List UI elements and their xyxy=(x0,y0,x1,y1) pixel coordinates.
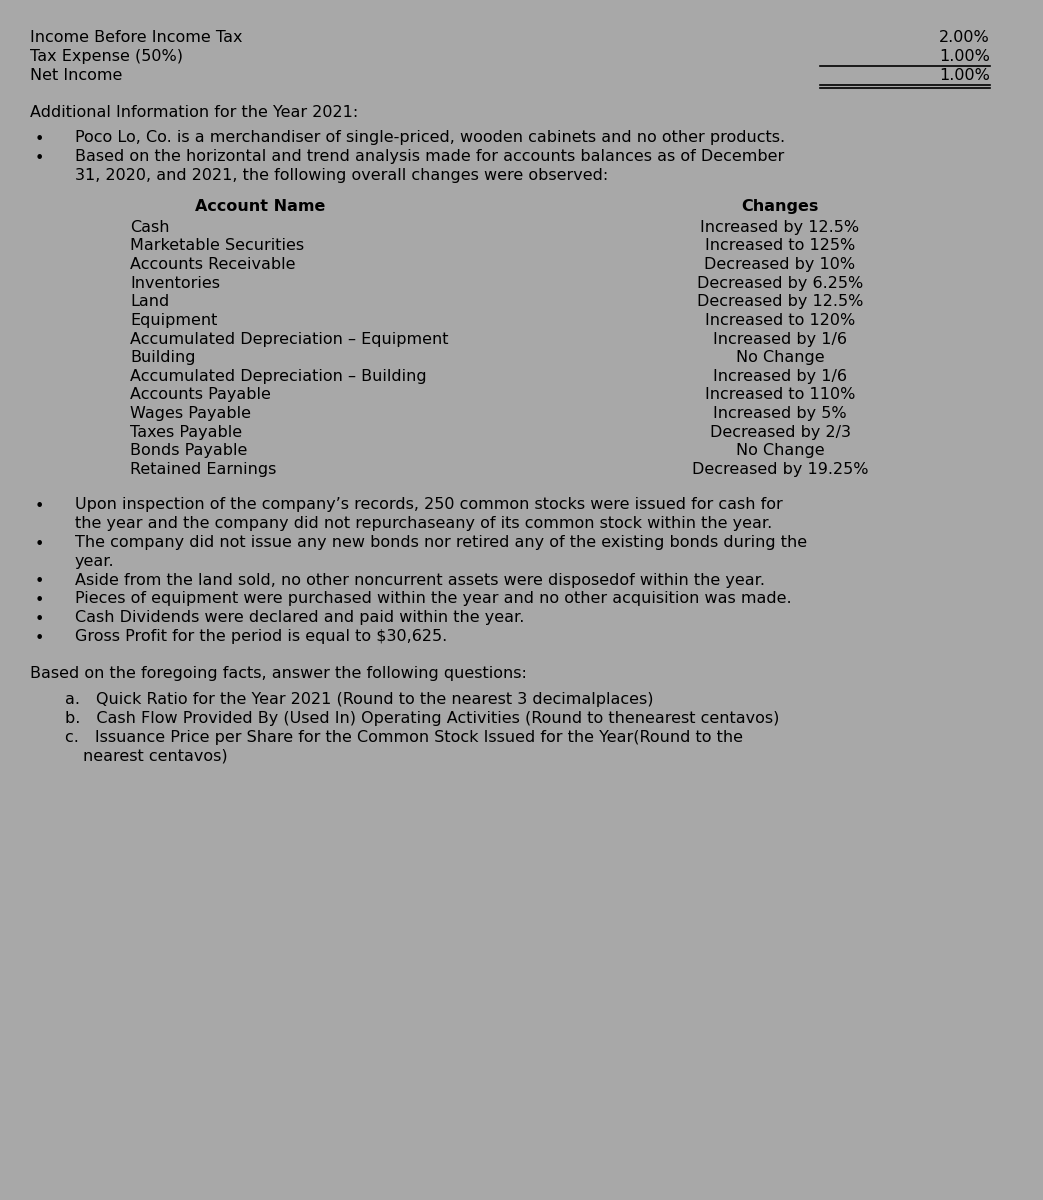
Text: Building: Building xyxy=(130,350,195,365)
Text: Decreased by 12.5%: Decreased by 12.5% xyxy=(697,294,864,310)
Text: Upon inspection of the company’s records, 250 common stocks were issued for cash: Upon inspection of the company’s records… xyxy=(75,497,782,511)
Text: 1.00%: 1.00% xyxy=(939,68,990,83)
Text: Increased to 120%: Increased to 120% xyxy=(705,313,855,328)
Text: Gross Profit for the period is equal to $30,625.: Gross Profit for the period is equal to … xyxy=(75,630,447,644)
Text: Accounts Payable: Accounts Payable xyxy=(130,388,271,402)
Text: Decreased by 10%: Decreased by 10% xyxy=(704,257,855,272)
Text: Cash: Cash xyxy=(130,220,170,235)
Text: Decreased by 2/3: Decreased by 2/3 xyxy=(709,425,850,439)
Text: 31, 2020, and 2021, the following overall changes were observed:: 31, 2020, and 2021, the following overal… xyxy=(75,168,608,184)
Text: a. Quick Ratio for the Year 2021 (Round to the nearest 3 decimalplaces): a. Quick Ratio for the Year 2021 (Round … xyxy=(65,691,654,707)
Text: 2.00%: 2.00% xyxy=(940,30,990,44)
Text: Accounts Receivable: Accounts Receivable xyxy=(130,257,295,272)
Text: Accumulated Depreciation – Equipment: Accumulated Depreciation – Equipment xyxy=(130,331,448,347)
Text: Income Before Income Tax: Income Before Income Tax xyxy=(30,30,243,44)
Text: Marketable Securities: Marketable Securities xyxy=(130,239,305,253)
Text: Tax Expense (50%): Tax Expense (50%) xyxy=(30,49,183,64)
Text: Aside from the land sold, no other noncurrent assets were disposedof within the : Aside from the land sold, no other noncu… xyxy=(75,572,765,588)
Text: Decreased by 19.25%: Decreased by 19.25% xyxy=(692,462,868,476)
Text: No Change: No Change xyxy=(735,350,824,365)
Text: Additional Information for the Year 2021:: Additional Information for the Year 2021… xyxy=(30,104,358,120)
Text: Increased by 5%: Increased by 5% xyxy=(713,406,847,421)
Text: Retained Earnings: Retained Earnings xyxy=(130,462,276,476)
Text: Account Name: Account Name xyxy=(195,199,325,214)
Text: Bonds Payable: Bonds Payable xyxy=(130,443,247,458)
Text: Increased to 110%: Increased to 110% xyxy=(705,388,855,402)
Text: Poco Lo, Co. is a merchandiser of single-priced, wooden cabinets and no other pr: Poco Lo, Co. is a merchandiser of single… xyxy=(75,131,785,145)
Text: b. Cash Flow Provided By (Used In) Operating Activities (Round to thenearest cen: b. Cash Flow Provided By (Used In) Opera… xyxy=(65,710,779,726)
Text: Wages Payable: Wages Payable xyxy=(130,406,251,421)
Text: •: • xyxy=(35,594,45,608)
Text: •: • xyxy=(35,536,45,552)
Text: •: • xyxy=(35,132,45,148)
Text: The company did not issue any new bonds nor retired any of the existing bonds du: The company did not issue any new bonds … xyxy=(75,534,807,550)
Text: Increased by 1/6: Increased by 1/6 xyxy=(713,331,847,347)
Text: 1.00%: 1.00% xyxy=(939,49,990,64)
Text: No Change: No Change xyxy=(735,443,824,458)
Text: •: • xyxy=(35,498,45,514)
Text: year.: year. xyxy=(75,553,115,569)
Text: Increased to 125%: Increased to 125% xyxy=(705,239,855,253)
Text: Increased by 1/6: Increased by 1/6 xyxy=(713,368,847,384)
Text: Decreased by 6.25%: Decreased by 6.25% xyxy=(697,276,864,290)
Text: Taxes Payable: Taxes Payable xyxy=(130,425,242,439)
Text: Equipment: Equipment xyxy=(130,313,217,328)
Text: Based on the horizontal and trend analysis made for accounts balances as of Dece: Based on the horizontal and trend analys… xyxy=(75,149,784,164)
Text: Increased by 12.5%: Increased by 12.5% xyxy=(701,220,859,235)
Text: Cash Dividends were declared and paid within the year.: Cash Dividends were declared and paid wi… xyxy=(75,611,525,625)
Text: Accumulated Depreciation – Building: Accumulated Depreciation – Building xyxy=(130,368,427,384)
Text: c. Issuance Price per Share for the Common Stock Issued for the Year(Round to th: c. Issuance Price per Share for the Comm… xyxy=(65,730,743,745)
Text: Pieces of equipment were purchased within the year and no other acquisition was : Pieces of equipment were purchased withi… xyxy=(75,592,792,606)
Text: •: • xyxy=(35,575,45,589)
Text: •: • xyxy=(35,631,45,647)
Text: Land: Land xyxy=(130,294,169,310)
Text: Changes: Changes xyxy=(742,199,819,214)
Text: nearest centavos): nearest centavos) xyxy=(83,749,227,763)
Text: Inventories: Inventories xyxy=(130,276,220,290)
Text: Net Income: Net Income xyxy=(30,68,122,83)
Text: Based on the foregoing facts, answer the following questions:: Based on the foregoing facts, answer the… xyxy=(30,666,527,682)
Text: the year and the company did not repurchaseany of its common stock within the ye: the year and the company did not repurch… xyxy=(75,516,772,530)
Text: •: • xyxy=(35,612,45,628)
Text: •: • xyxy=(35,151,45,166)
